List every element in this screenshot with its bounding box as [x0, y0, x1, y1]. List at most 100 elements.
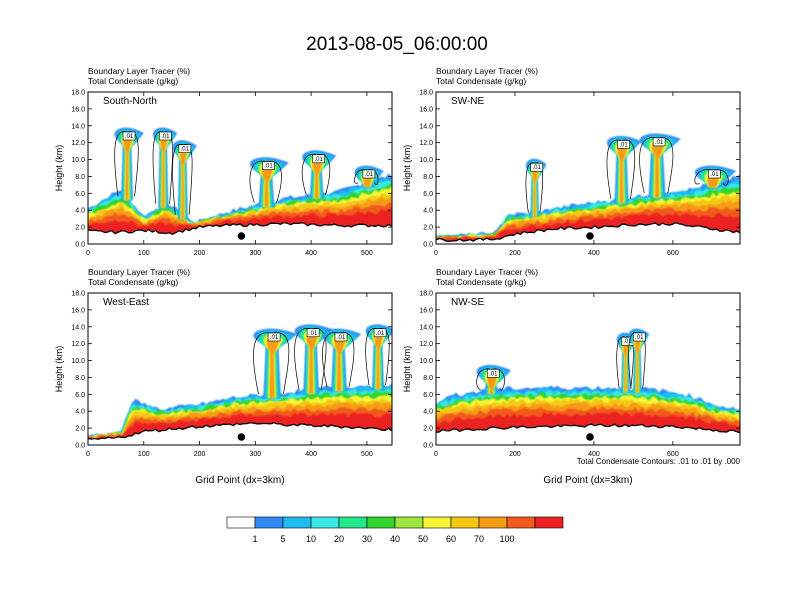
x-tick-label: 400 — [588, 250, 600, 257]
panel-subtitle-1: Boundary Layer Tracer (%) — [88, 267, 190, 277]
x-tick-label: 600 — [667, 451, 679, 458]
x-tick-label: 300 — [249, 451, 261, 458]
panel-subtitle-2: Total Condensate (g/kg) — [436, 76, 526, 86]
x-tick-label: 0 — [86, 250, 90, 257]
colorbar-label: 40 — [390, 534, 400, 544]
terrain-line — [88, 422, 392, 440]
y-tick-label: 18.0 — [71, 291, 85, 298]
colorbar-label: 30 — [362, 534, 372, 544]
colorbar-swatch — [450, 516, 480, 529]
y-tick-label: 6.0 — [75, 191, 85, 198]
x-tick-label: 0 — [434, 250, 438, 257]
contour-label-box — [262, 161, 275, 170]
colorbar-swatch — [282, 516, 312, 529]
x-tick-label: 400 — [305, 451, 317, 458]
panel-frame — [435, 292, 741, 446]
colorbar-label: 100 — [499, 534, 514, 544]
plume-4-layer-5 — [261, 164, 273, 207]
y-axis-label: Height (km) — [402, 145, 412, 192]
y-axis-label: Height (km) — [402, 346, 412, 393]
tracer-plumes: .01.01.01 — [476, 328, 650, 394]
contour-label: .01 — [264, 164, 273, 170]
x-tick-label: 500 — [361, 451, 373, 458]
y-tick-label: 12.0 — [71, 341, 85, 348]
x-axis-label: Grid Point (dx=3km) — [195, 475, 284, 486]
contour-label-box — [708, 169, 721, 179]
panel-subtitle-1: Boundary Layer Tracer (%) — [436, 66, 538, 76]
tracer-plumes: .01 .01 .01 .01 .01 .01 — [114, 127, 384, 219]
y-tick-label: 14.0 — [71, 123, 85, 130]
figure-title: 2013-08-05_06:00:00 — [306, 34, 488, 55]
colorbar-swatch — [394, 516, 424, 529]
plume-5-layer-5 — [312, 157, 323, 199]
colorbar-swatch — [506, 516, 536, 529]
colorbar-label: 70 — [474, 534, 484, 544]
y-tick-label: 4.0 — [75, 409, 85, 416]
plume-3-layer-5 — [179, 147, 187, 219]
x-tick-label: 100 — [138, 250, 150, 257]
x-tick-label: 100 — [138, 451, 150, 458]
contour-label-box — [486, 369, 500, 378]
y-tick-label: 10.0 — [419, 157, 433, 164]
x-tick-label: 400 — [588, 451, 600, 458]
contour-label: .01 — [655, 140, 664, 146]
panel-subtitle-2: Total Condensate (g/kg) — [436, 277, 526, 287]
y-tick-label: 0.0 — [75, 242, 85, 249]
contour-note: Total Condensate Contours: .01 to .01 by… — [577, 457, 741, 466]
terrain-line — [436, 221, 740, 242]
y-tick-label: 0.0 — [75, 443, 85, 450]
x-tick-label: 300 — [249, 250, 261, 257]
contour-label-box — [334, 332, 348, 342]
colorbar-swatch — [338, 516, 368, 529]
colorbar-label: 10 — [306, 534, 316, 544]
y-tick-label: 2.0 — [423, 225, 433, 232]
y-tick-label: 16.0 — [419, 106, 433, 113]
y-tick-label: 8.0 — [423, 174, 433, 181]
contour-label: .01 — [337, 335, 346, 341]
contour-label-box — [633, 332, 646, 342]
contour-label-box — [178, 144, 192, 153]
panel-sw-ne: Boundary Layer Tracer (%)Total Condensat… — [402, 66, 741, 257]
x-tick-label: 200 — [194, 250, 206, 257]
colorbar-swatch — [478, 516, 508, 529]
contour-label: .01 — [533, 165, 542, 171]
location-marker — [237, 232, 246, 240]
contour-label-box — [617, 140, 630, 149]
panel-subtitle-2: Total Condensate (g/kg) — [88, 277, 178, 287]
panel-plot-area: .01.01.01 — [436, 293, 740, 445]
x-tick-label: 600 — [667, 250, 679, 257]
y-tick-label: 2.0 — [423, 426, 433, 433]
contour-label-box — [159, 131, 172, 141]
x-tick-label: 0 — [434, 451, 438, 458]
y-axis-label: Height (km) — [54, 145, 64, 192]
panel-subtitle-1: Boundary Layer Tracer (%) — [436, 267, 538, 277]
x-tick-label: 200 — [509, 451, 521, 458]
y-axis-label: Height (km) — [54, 346, 64, 393]
panel-west-east: Boundary Layer Tracer (%)Total Condensat… — [54, 267, 393, 486]
x-tick-label: 200 — [194, 451, 206, 458]
contour-label: .01 — [376, 331, 385, 337]
y-tick-label: 16.0 — [419, 307, 433, 314]
contour-label: .01 — [270, 335, 279, 341]
y-tick-label: 2.0 — [75, 426, 85, 433]
x-tick-label: 200 — [509, 250, 521, 257]
colorbar-label: 50 — [418, 534, 428, 544]
panel-nw-se: Boundary Layer Tracer (%)Total Condensat… — [402, 267, 741, 486]
y-tick-label: 12.0 — [419, 341, 433, 348]
y-tick-label: 8.0 — [75, 174, 85, 181]
contour-label-box — [312, 154, 325, 164]
y-tick-label: 0.0 — [423, 242, 433, 249]
plume-2-layer-5 — [306, 331, 318, 394]
y-tick-label: 0.0 — [423, 443, 433, 450]
y-tick-label: 6.0 — [75, 392, 85, 399]
plume-4-layer-5 — [374, 331, 383, 390]
panel-south-north: Boundary Layer Tracer (%)Total Condensat… — [54, 66, 393, 257]
y-tick-label: 10.0 — [71, 157, 85, 164]
contour-label: .01 — [619, 142, 628, 148]
y-tick-label: 18.0 — [71, 90, 85, 97]
contour-label-box — [530, 162, 544, 172]
contour-label-box — [373, 328, 387, 338]
contour-label: .01 — [623, 339, 632, 345]
y-tick-label: 12.0 — [419, 140, 433, 147]
